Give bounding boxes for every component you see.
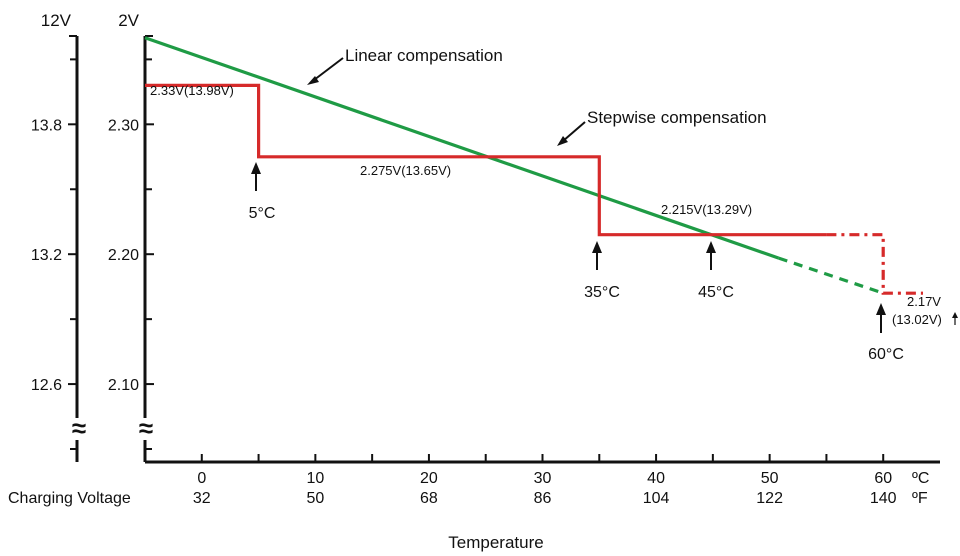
x-tick-label-celsius: 20 [420,470,438,487]
temp-arrow-5c-group: 5°C [249,162,276,222]
temp-arrow-35c-group: 35°C [584,241,620,301]
x-tick-label-celsius: 0 [197,470,206,487]
stepwise-compensation-label: Stepwise compensation [587,108,767,127]
linear-compensation-label-group: Linear compensation [307,46,503,85]
y-axis-2v: 2V 2.30 2.20 2.10 ≈ [108,11,156,462]
temp-label-35c: 35°C [584,284,620,301]
temp-arrow-35c-head [592,241,602,253]
x-tick-label-celsius: 30 [534,470,552,487]
y-axis-12v-break: ≈ [72,413,86,443]
x-tick-label-fahrenheit: 122 [756,490,783,507]
x-tick-label-celsius: 40 [647,470,665,487]
level-label-2-275v: 2.275V(13.65V) [360,163,451,178]
x-tick-label-fahrenheit: 50 [306,490,324,507]
temp-arrow-60c-head [876,303,886,315]
linear-compensation-label: Linear compensation [345,46,503,65]
y-axis-2v-break-mask [134,418,156,440]
level-label-2-33v: 2.33V(13.98V) [150,83,234,98]
linear-compensation-line [144,36,780,260]
x-tick-label-celsius: 50 [761,470,779,487]
y-axis-2v-tick-label: 2.20 [108,247,139,264]
stepwise-compensation-line [145,83,827,237]
linear-compensation-pointer-head [307,76,319,85]
level-label-2-17v: 2.17V [907,294,941,309]
y-axis-12v-tick-label: 13.8 [31,117,62,134]
stepwise-compensation-extension [826,233,923,295]
x-unit-fahrenheit: ºF [912,490,928,507]
linear-compensation-pointer [313,57,344,81]
y-axis-2v-tick-label: 2.10 [108,377,139,394]
x-unit-celsius: ºC [912,470,929,487]
x-tick-label-fahrenheit: 32 [193,490,211,507]
x-tick-label-fahrenheit: 140 [870,490,897,507]
y-axis-12v-tick-label: 12.6 [31,377,62,394]
y-axis-2v-unit: 2V [118,11,139,30]
y-axis-12v-unit: 12V [41,11,72,30]
temp-arrow-45c-group: 45°C [698,241,734,301]
temp-arrow-60c-group: 60°C [868,303,904,363]
x-axis: 0 32 10 50 20 68 30 86 40 104 50 122 60 140 Charging … [8,454,940,552]
x-axis-title: Temperature [448,533,543,552]
x-tick-label-celsius: 60 [874,470,892,487]
y-axis-2v-tick-label: 2.30 [108,117,139,134]
temp-label-45c: 45°C [698,284,734,301]
x-axis-row-label: Charging Voltage [8,490,131,507]
level-2-17v-small-arrow-head [952,312,958,318]
x-tick-label-fahrenheit: 86 [534,490,552,507]
temp-arrow-45c-head [706,241,716,253]
linear-compensation-extension [778,256,884,295]
x-tick-label-fahrenheit: 104 [643,490,670,507]
y-axis-12v-tick-label: 13.2 [31,247,62,264]
level-label-2-215v: 2.215V(13.29V) [661,202,752,217]
stepwise-compensation-label-group: Stepwise compensation [557,108,767,146]
y-axis-12v-break-mask [66,418,88,440]
y-axis-2v-break: ≈ [139,413,153,443]
x-tick-label-celsius: 10 [306,470,324,487]
y-axis-12v: 12V 13.8 13.2 12.6 ≈ [31,11,88,462]
stepwise-compensation-pointer [562,121,586,142]
level-label-13-02v: (13.02V) [892,312,942,327]
temp-label-60c: 60°C [868,346,904,363]
stepwise-compensation-pointer-head [557,136,568,146]
x-tick-label-fahrenheit: 68 [420,490,438,507]
temp-label-5c: 5°C [249,205,276,222]
temp-arrow-5c-head [251,162,261,174]
